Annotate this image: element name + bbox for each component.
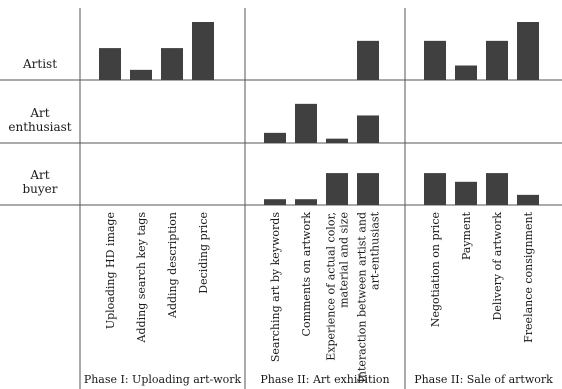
bar bbox=[130, 69, 152, 80]
bar bbox=[486, 40, 508, 80]
category-label: Searching art by keywords bbox=[269, 212, 282, 362]
row-label: Art bbox=[29, 106, 49, 120]
category-label: Freelance consignment bbox=[522, 211, 535, 342]
category-label: Deciding price bbox=[197, 212, 210, 294]
category-label: Comments on artwork bbox=[300, 212, 313, 337]
bar bbox=[486, 173, 508, 205]
bar bbox=[357, 173, 379, 205]
category-label: Adding description bbox=[166, 212, 179, 319]
category-label: material and size bbox=[338, 212, 351, 308]
bar bbox=[326, 173, 348, 205]
bar bbox=[424, 40, 446, 80]
category-label: Negotiation on price bbox=[429, 212, 442, 327]
bar bbox=[357, 40, 379, 80]
category-label: Uploading HD image bbox=[104, 212, 117, 329]
row-label: Art bbox=[29, 168, 49, 182]
row-label: buyer bbox=[22, 182, 57, 196]
bar bbox=[264, 132, 286, 143]
bars bbox=[99, 22, 539, 205]
bar bbox=[295, 103, 317, 143]
category-label: art-enthusiast bbox=[369, 211, 382, 290]
category-label: Experience of actual color, bbox=[325, 212, 338, 361]
bar bbox=[264, 199, 286, 205]
phase-label: Phase II: Sale of artwork bbox=[414, 373, 553, 386]
bar bbox=[326, 138, 348, 143]
bar bbox=[455, 65, 477, 80]
bar bbox=[161, 48, 183, 80]
category-label: Adding search key tags bbox=[135, 212, 148, 344]
bar bbox=[357, 115, 379, 143]
category-label: Delivery of artwork bbox=[491, 212, 504, 321]
row-label: enthusiast bbox=[8, 120, 71, 134]
bar bbox=[424, 173, 446, 205]
category-label: Interaction between artist and bbox=[356, 212, 369, 382]
bar bbox=[517, 194, 539, 205]
bar bbox=[192, 22, 214, 80]
bar bbox=[99, 48, 121, 80]
row-label: Artist bbox=[22, 57, 57, 71]
bar bbox=[517, 22, 539, 80]
category-label: Payment bbox=[460, 211, 473, 260]
phase-label: Phase II: Art exhibition bbox=[260, 373, 389, 386]
bar bbox=[455, 181, 477, 205]
phase-label: Phase I: Uploading art-work bbox=[84, 373, 242, 386]
bar bbox=[295, 199, 317, 205]
